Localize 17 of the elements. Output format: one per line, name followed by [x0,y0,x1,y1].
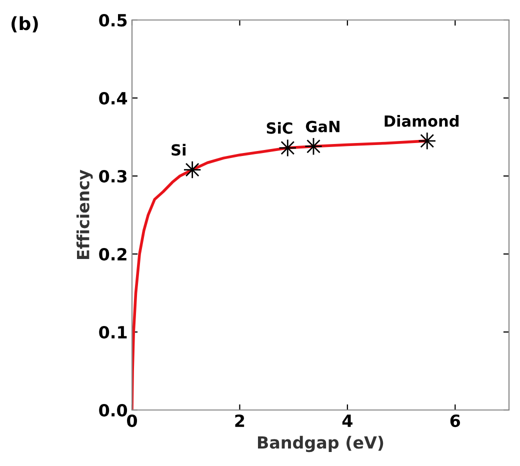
x-tick-label: 0 [127,414,137,428]
text: (b) [12,16,38,32]
annotation: Diamond [384,115,459,127]
y-tick-label: 0.3 [99,170,127,183]
x-tick-label: 2 [235,414,244,427]
y-tick-label: 0.2 [99,248,126,261]
x-tick-label: 6 [450,414,460,428]
y-axis-title: Efficiency [76,170,93,260]
y-tick-label: 0.0 [99,404,128,417]
y-tick-label: 0.5 [99,14,127,27]
y-tick-label: 0.4 [99,92,128,105]
annotation: GaN [306,120,340,132]
y-tick-label: 0.1 [99,326,127,339]
x-tick-label: 4 [342,414,352,427]
annotation: SiC [266,122,292,134]
x-axis-title: Bandgap (eV) [258,436,384,452]
annotation: Si [172,144,186,156]
